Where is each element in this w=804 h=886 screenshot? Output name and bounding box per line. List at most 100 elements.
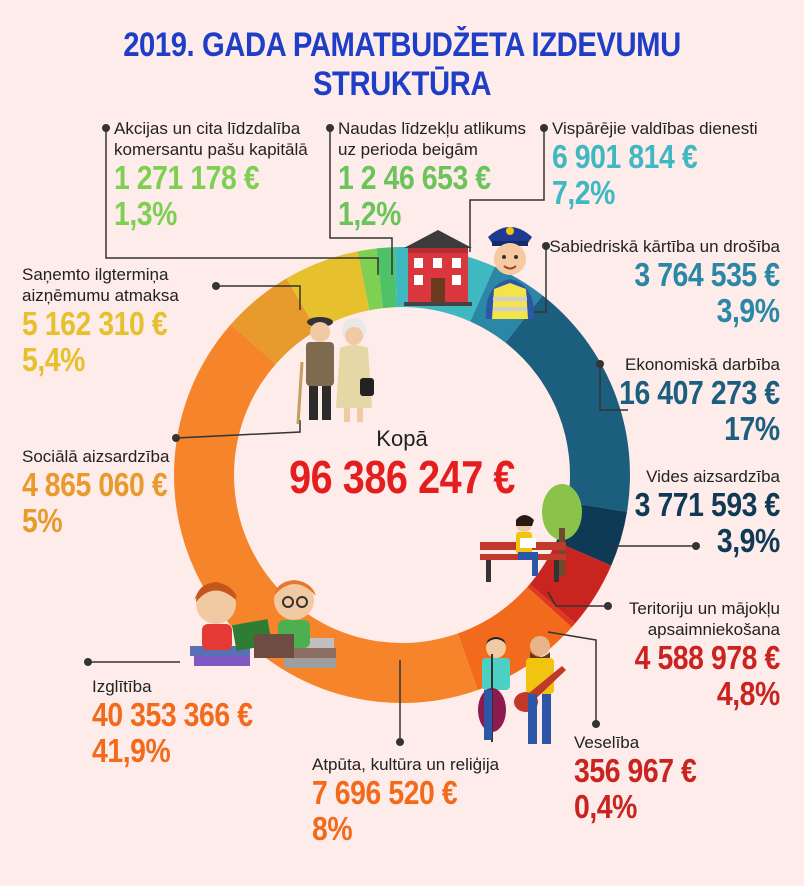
label-percent-teritoriju: 4,8%: [717, 675, 780, 712]
label-izglitiba: Izglītība 40 353 366 €41,9%: [92, 676, 279, 769]
house-icon: [404, 230, 472, 306]
label-name-atputa: Atpūta, kultūra un reliģija: [312, 754, 499, 775]
leader-dot-sabiedriska: [542, 242, 550, 250]
leader-dot-veseliba: [592, 720, 600, 728]
leader-dot-akcijas: [102, 124, 110, 132]
label-name-teritoriju: Teritoriju un mājokļu apsaimniekošana: [611, 598, 780, 640]
leader-line-akcijas: [105, 128, 379, 275]
label-name-line: Sabiedriskā kārtība un drošība: [549, 237, 780, 256]
leader-line-sanemto: [216, 285, 301, 310]
label-name-sabiedriska: Sabiedriskā kārtība un drošība: [549, 236, 780, 257]
leader-dot-ekonomiska: [596, 360, 604, 368]
label-name-line: Veselība: [574, 733, 640, 752]
label-akcijas: Akcijas un cita līdzdalība komersantu paš…: [114, 118, 308, 232]
elderly-couple-icon: [296, 317, 374, 425]
label-percent-vides: 3,9%: [717, 522, 780, 559]
leader-dot-sociala: [172, 434, 180, 442]
label-name-line: Saņemto ilgtermiņa: [22, 265, 169, 284]
label-amount-sanemto: 5 162 310 €: [22, 305, 168, 342]
label-veseliba: Veselība 356 967 €0,4%: [574, 732, 716, 825]
leader-line-sociala: [175, 420, 301, 439]
label-name-line: Atpūta, kultūra un reliģija: [312, 755, 500, 774]
slice-akcijas: [357, 248, 384, 311]
children-with-books-icon: [190, 580, 336, 668]
slice-sociala: [230, 278, 317, 365]
label-percent-vispareji: 7,2%: [552, 174, 615, 211]
label-name-naudas: Naudas līdzekļu atlikums uz perioda beigā…: [338, 118, 526, 160]
leader-line-vispareji: [469, 128, 545, 252]
label-amount-atputa: 7 696 520 €: [312, 774, 458, 811]
leader-dot-atputa: [396, 738, 404, 746]
label-name-izglitiba: Izglītība: [92, 676, 279, 697]
label-name-ekonomiska: Ekonomiskā darbība: [593, 354, 780, 375]
label-amount-veseliba: 356 967 €: [574, 752, 697, 789]
label-name-line: Naudas līdzekļu atlikums: [338, 119, 527, 138]
label-percent-sanemto: 5,4%: [22, 341, 85, 378]
label-name-sociala: Sociālā aizsardzība: [22, 446, 191, 467]
leader-line-veseliba: [547, 631, 597, 724]
label-name-akcijas: Akcijas un cita līdzdalība komersantu paš…: [114, 118, 308, 160]
label-sanemto: Saņemto ilgtermiņa aizņēmumu atmaksa 5 162…: [22, 264, 191, 378]
label-vispareji: Vispārējie valdības dienesti 6 901 814 €7…: [552, 118, 758, 211]
label-amount-sociala: 4 865 060 €: [22, 466, 168, 503]
label-percent-izglitiba: 41,9%: [92, 732, 171, 769]
label-name-veseliba: Veselība: [574, 732, 716, 753]
label-amount-izglitiba: 40 353 366 €: [92, 696, 253, 733]
label-percent-sabiedriska: 3,9%: [717, 292, 780, 329]
label-sociala: Sociālā aizsardzība 4 865 060 €5%: [22, 446, 191, 539]
label-name-vides: Vides aizsardzība: [611, 466, 780, 487]
label-name-line: Vides aizsardzība: [646, 467, 780, 486]
slice-sanemto: [286, 251, 370, 331]
leader-dot-teritoriju: [604, 602, 612, 610]
label-amount-naudas: 1 2 46 653 €: [338, 159, 491, 196]
label-name-line: Vispārējie valdības dienesti: [552, 119, 758, 138]
leader-dot-vispareji: [540, 124, 548, 132]
leader-dot-sanemto: [212, 282, 220, 290]
total-value: 96 386 247 €: [289, 451, 515, 503]
label-amount-sabiedriska: 3 764 535 €: [634, 256, 781, 293]
label-naudas: Naudas līdzekļu atlikums uz perioda beigā…: [338, 118, 526, 232]
slice-izglitiba: [173, 324, 478, 704]
leader-line-naudas: [329, 128, 393, 275]
label-percent-akcijas: 1,3%: [114, 195, 177, 232]
slice-ekonomiska: [505, 295, 630, 512]
label-percent-sociala: 5%: [22, 502, 63, 539]
label-percent-veseliba: 0,4%: [574, 788, 637, 825]
police-officer-icon: [485, 227, 535, 319]
musicians-icon: [478, 636, 566, 744]
total-label: Kopā: [376, 426, 428, 451]
label-atputa: Atpūta, kultūra un reliģija 7 696 520 €8%: [312, 754, 499, 847]
label-amount-ekonomiska: 16 407 273 €: [619, 374, 780, 411]
label-name-line: apsaimniekošana: [647, 620, 780, 639]
label-vides: Vides aizsardzība 3 771 593 €3,9%: [611, 466, 781, 559]
label-name-line: aizņēmumu atmaksa: [22, 286, 179, 305]
label-name-line: Sociālā aizsardzība: [22, 447, 170, 466]
leader-line-teritoriju: [547, 591, 608, 607]
page-title: 2019. GADA PAMATBUDŽETA IZDEVUMU STRUKTŪ…: [123, 26, 681, 103]
leader-dot-izglitiba: [84, 658, 92, 666]
label-name-line: Izglītība: [92, 677, 152, 696]
label-name-line: Ekonomiskā darbība: [625, 355, 780, 374]
leader-dot-vides: [692, 542, 700, 550]
slice-teritoriju: [529, 541, 612, 624]
label-sabiedriska: Sabiedriskā kārtība un drošība 3 764 535 …: [549, 236, 780, 329]
label-name-vispareji: Vispārējie valdības dienesti: [552, 118, 758, 139]
label-amount-akcijas: 1 271 178 €: [114, 159, 260, 196]
label-amount-teritoriju: 4 588 978 €: [634, 639, 781, 676]
label-percent-naudas: 1,2%: [338, 195, 401, 232]
label-amount-vides: 3 771 593 €: [634, 486, 781, 523]
label-percent-atputa: 8%: [312, 810, 353, 847]
reader-on-bench-icon: [480, 484, 582, 582]
label-name-line: Akcijas un cita līdzdalība: [114, 119, 301, 138]
leader-dot-naudas: [326, 124, 334, 132]
leader-line-ekonomiska: [599, 364, 628, 411]
label-name-line: uz perioda beigām: [338, 140, 478, 159]
label-name-line: Teritoriju un mājokļu: [628, 599, 780, 618]
label-teritoriju: Teritoriju un mājokļu apsaimniekošana 4 58…: [611, 598, 781, 712]
label-amount-vispareji: 6 901 814 €: [552, 138, 698, 175]
label-name-sanemto: Saņemto ilgtermiņa aizņēmumu atmaksa: [22, 264, 191, 306]
label-percent-ekonomiska: 17%: [724, 410, 780, 447]
label-name-line: komersantu pašu kapitālā: [114, 140, 308, 159]
